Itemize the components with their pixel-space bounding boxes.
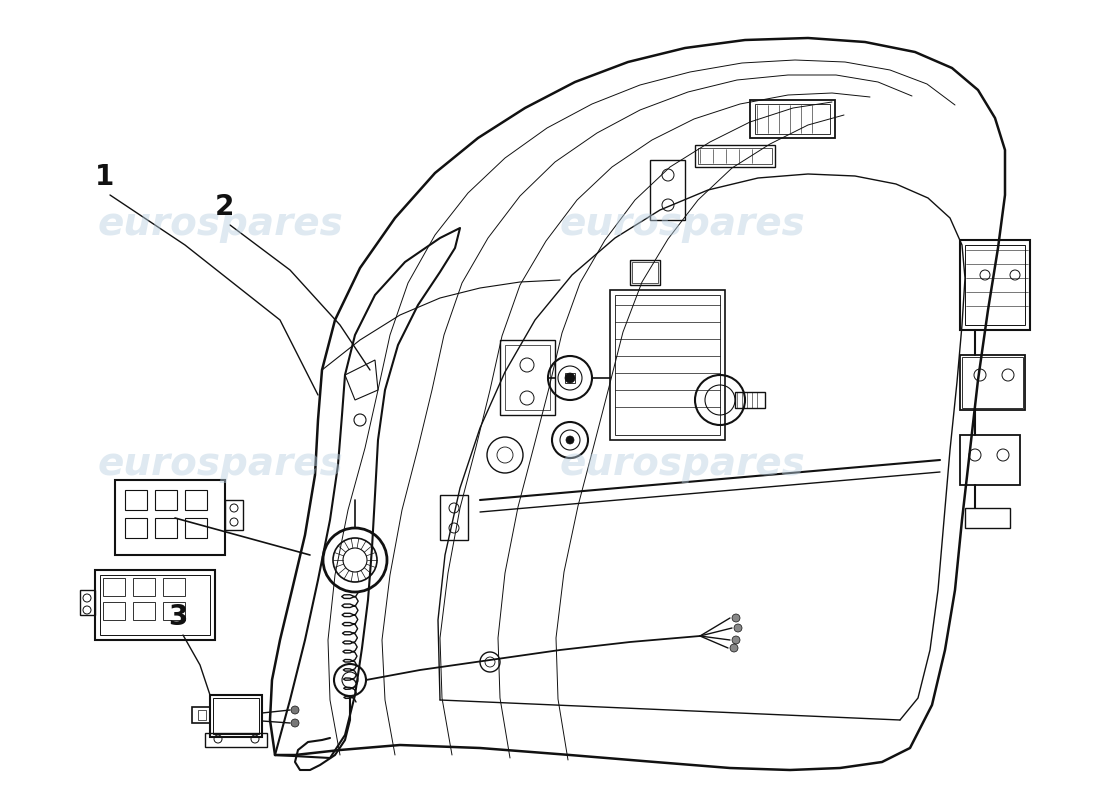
Bar: [960, 435, 1020, 485]
Bar: [95, 570, 214, 640]
Bar: [505, 345, 550, 410]
Bar: [960, 240, 1030, 330]
Bar: [750, 100, 835, 138]
Bar: [226, 500, 243, 530]
Bar: [125, 518, 147, 538]
Bar: [103, 578, 125, 596]
Bar: [133, 578, 155, 596]
Bar: [610, 290, 725, 440]
Bar: [500, 340, 556, 415]
Text: 3: 3: [168, 603, 187, 631]
Bar: [133, 602, 155, 620]
Bar: [155, 518, 177, 538]
Text: eurospares: eurospares: [97, 445, 343, 483]
Circle shape: [292, 706, 299, 714]
Bar: [695, 145, 776, 167]
Circle shape: [566, 436, 574, 444]
Text: 1: 1: [95, 163, 114, 191]
Bar: [205, 733, 267, 747]
Text: eurospares: eurospares: [97, 205, 343, 243]
Bar: [632, 262, 658, 283]
Circle shape: [734, 624, 742, 632]
Bar: [116, 480, 226, 555]
Text: eurospares: eurospares: [559, 205, 805, 243]
Bar: [735, 392, 764, 408]
Bar: [965, 245, 1025, 325]
Bar: [100, 575, 210, 635]
Bar: [965, 508, 1010, 528]
Bar: [163, 602, 185, 620]
Bar: [163, 578, 185, 596]
Circle shape: [730, 644, 738, 652]
Bar: [630, 260, 660, 285]
Bar: [103, 602, 125, 620]
Text: 2: 2: [214, 193, 234, 221]
Circle shape: [292, 719, 299, 727]
Bar: [185, 518, 207, 538]
Bar: [698, 148, 772, 164]
Bar: [155, 490, 177, 510]
Bar: [565, 373, 575, 383]
Bar: [960, 355, 1025, 410]
Bar: [210, 695, 262, 737]
Bar: [962, 357, 1023, 408]
Bar: [615, 295, 720, 435]
Circle shape: [732, 614, 740, 622]
Bar: [125, 490, 147, 510]
Bar: [192, 707, 210, 723]
Bar: [80, 590, 95, 615]
Circle shape: [732, 636, 740, 644]
Bar: [185, 490, 207, 510]
Bar: [440, 495, 467, 540]
Bar: [213, 698, 258, 734]
Text: eurospares: eurospares: [559, 445, 805, 483]
Bar: [755, 104, 830, 134]
Bar: [198, 710, 206, 720]
Bar: [650, 160, 685, 220]
Circle shape: [565, 373, 575, 383]
